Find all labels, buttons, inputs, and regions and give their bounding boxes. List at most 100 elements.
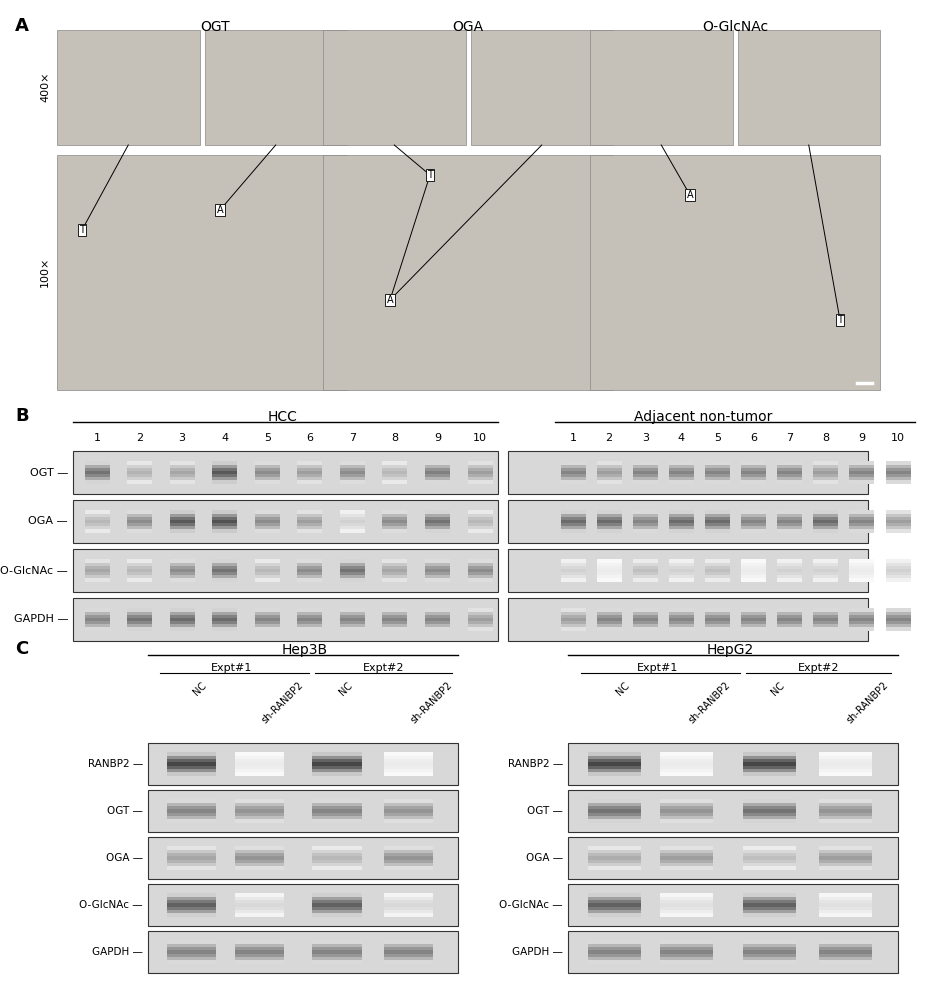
Bar <box>588 893 640 897</box>
Bar <box>312 863 362 866</box>
Bar <box>560 529 585 533</box>
Text: OGT —: OGT — <box>527 806 563 816</box>
Bar <box>777 474 802 477</box>
Bar <box>743 856 796 860</box>
Bar <box>849 514 874 517</box>
Bar <box>382 624 408 627</box>
Bar <box>169 477 194 480</box>
Bar <box>743 853 796 856</box>
Bar <box>297 627 323 631</box>
Bar <box>597 559 622 563</box>
Bar <box>235 759 284 762</box>
Bar <box>297 517 323 520</box>
Bar <box>297 559 323 563</box>
Bar <box>57 155 347 390</box>
Bar <box>705 559 730 563</box>
Bar <box>382 621 408 624</box>
Bar <box>660 913 713 917</box>
Bar <box>777 526 802 529</box>
Bar <box>660 866 713 870</box>
Bar <box>424 526 450 529</box>
Bar <box>705 465 730 468</box>
Bar <box>741 480 766 484</box>
Bar <box>743 752 796 756</box>
Text: 1: 1 <box>94 433 100 443</box>
Bar <box>777 566 802 569</box>
Bar <box>885 480 911 484</box>
Bar <box>424 559 450 563</box>
Bar <box>741 618 766 621</box>
Bar <box>169 578 194 582</box>
Bar <box>633 578 657 582</box>
Bar <box>254 572 280 575</box>
Text: Expt#2: Expt#2 <box>363 663 404 673</box>
Bar <box>339 474 365 477</box>
Bar <box>660 759 713 762</box>
Bar <box>166 954 216 957</box>
Bar <box>339 563 365 566</box>
Bar <box>235 846 284 850</box>
Bar <box>508 598 868 641</box>
Bar <box>813 569 839 572</box>
Bar <box>312 806 362 809</box>
Bar <box>560 465 585 468</box>
Bar <box>849 517 874 520</box>
Bar <box>424 575 450 578</box>
Bar <box>235 960 284 964</box>
Bar <box>312 897 362 900</box>
Bar <box>741 563 766 566</box>
Bar <box>633 520 657 523</box>
Bar <box>588 806 640 809</box>
Bar <box>777 510 802 514</box>
Bar <box>468 572 493 575</box>
Bar <box>212 612 237 615</box>
Bar <box>777 572 802 575</box>
Bar <box>508 549 868 592</box>
Bar <box>633 465 657 468</box>
Bar <box>660 853 713 856</box>
Bar <box>127 566 152 569</box>
Bar <box>588 897 640 900</box>
Bar <box>382 477 408 480</box>
Bar <box>312 799 362 803</box>
Bar <box>383 759 433 762</box>
Bar <box>588 863 640 866</box>
Text: 5: 5 <box>264 433 271 443</box>
Bar <box>741 578 766 582</box>
Bar <box>297 514 323 517</box>
Bar <box>127 461 152 465</box>
Bar <box>669 465 694 468</box>
Bar <box>339 559 365 563</box>
Text: Expt#2: Expt#2 <box>798 663 840 673</box>
Bar <box>588 903 640 907</box>
Bar <box>169 474 194 477</box>
Bar <box>383 769 433 772</box>
Bar <box>84 624 109 627</box>
Bar <box>660 960 713 964</box>
Bar <box>705 520 730 523</box>
Bar <box>885 514 911 517</box>
Bar <box>382 569 408 572</box>
Bar <box>560 563 585 566</box>
Bar <box>849 569 874 572</box>
Bar <box>588 752 640 756</box>
Bar <box>885 477 911 480</box>
Bar <box>424 461 450 465</box>
Bar <box>339 608 365 612</box>
Bar <box>813 461 839 465</box>
Text: 3: 3 <box>179 433 186 443</box>
Bar <box>73 598 498 641</box>
Bar <box>339 461 365 465</box>
Bar <box>813 514 839 517</box>
Bar <box>235 940 284 944</box>
Bar <box>235 762 284 766</box>
Bar <box>382 612 408 615</box>
Bar <box>424 608 450 612</box>
Bar <box>560 526 585 529</box>
Bar <box>560 480 585 484</box>
Bar <box>743 819 796 823</box>
Bar <box>849 529 874 533</box>
Bar <box>660 903 713 907</box>
Text: sh-RANBP2: sh-RANBP2 <box>260 680 305 726</box>
Bar <box>339 514 365 517</box>
